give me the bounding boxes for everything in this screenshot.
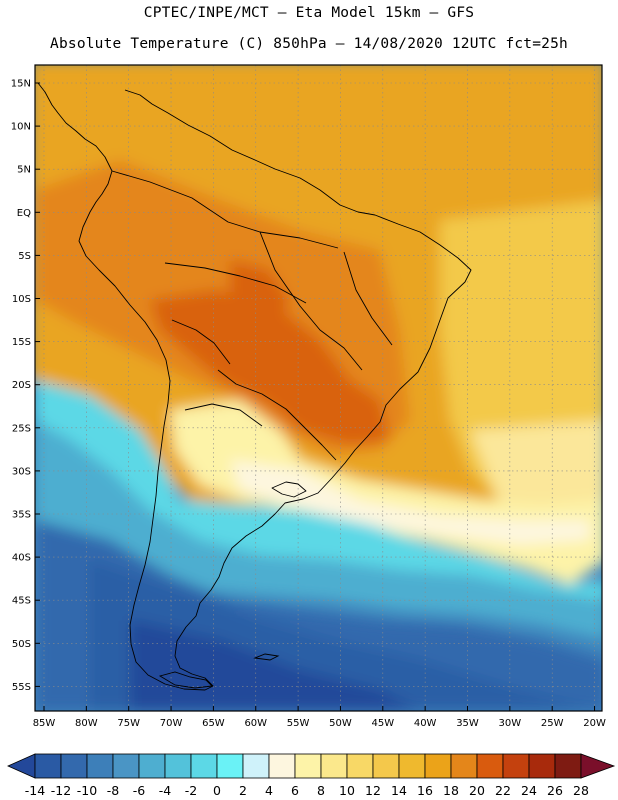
colorbar-cell xyxy=(502,753,530,779)
colorbar-cell xyxy=(216,753,244,779)
colorbar-tick-label: 22 xyxy=(495,783,511,798)
colorbar-cell xyxy=(268,753,296,779)
colorbar-cell xyxy=(112,753,140,779)
colorbar-tick-label: -14 xyxy=(25,783,45,798)
colorbar-cell xyxy=(190,753,218,779)
colorbar-tick-label: 0 xyxy=(213,783,221,798)
colorbar-cell xyxy=(398,753,426,779)
lon-label: 45W xyxy=(371,718,394,729)
colorbar-tick-label: 16 xyxy=(417,783,433,798)
colorbar-cell xyxy=(476,753,504,779)
longitude-labels: 85W 80W 75W 70W 65W 60W 55W 50W 45W 40W 35W 30W 25W 2… xyxy=(33,706,606,729)
colorbar-tick-label: -12 xyxy=(51,783,71,798)
lon-label: 55W xyxy=(287,718,310,729)
colorbar-tick-label: 24 xyxy=(521,783,537,798)
lon-label: 85W xyxy=(33,718,56,729)
colorbar-cell xyxy=(372,753,400,779)
lat-lon-grid xyxy=(35,65,602,711)
title-line-2: Absolute Temperature (C) 850hPa – 14/08/… xyxy=(50,36,568,52)
colorbar-cell xyxy=(242,753,270,779)
lat-label: 10N xyxy=(11,122,31,133)
lat-label: 15S xyxy=(12,337,31,348)
lat-label: 55S xyxy=(12,682,31,693)
lat-label: 10S xyxy=(12,294,31,305)
tierra-del-fuego xyxy=(158,653,280,689)
lon-label: 30W xyxy=(499,718,522,729)
colorbar-cell xyxy=(164,753,192,779)
lon-label: 25W xyxy=(541,718,564,729)
lat-label: 5S xyxy=(18,251,31,262)
lat-label: EQ xyxy=(17,208,31,219)
colorbar-tick-label: 4 xyxy=(265,783,273,798)
colorbar-cell xyxy=(320,753,348,779)
colorbar-cell xyxy=(86,753,114,779)
lat-label: 20S xyxy=(12,380,31,391)
map-frame xyxy=(34,64,603,712)
colorbar-tick-label: -8 xyxy=(107,783,120,798)
title-line-1: CPTEC/INPE/MCT – Eta Model 15km – GFS xyxy=(143,5,475,21)
colorbar-tick-label: 20 xyxy=(469,783,485,798)
colorbar-cell xyxy=(554,753,582,779)
lat-label: 5N xyxy=(17,165,31,176)
lon-label: 60W xyxy=(244,718,267,729)
colorbar-high-triangle xyxy=(580,753,616,779)
colorbar-tick-label: 2 xyxy=(239,783,247,798)
colorbar-cell xyxy=(60,753,88,779)
continent-outline xyxy=(37,82,472,691)
colorbar-tick-label: -2 xyxy=(185,783,197,798)
colorbar-cell xyxy=(450,753,478,779)
colorbar-tick-label: -10 xyxy=(77,783,97,798)
colorbar-cell xyxy=(138,753,166,779)
colorbar-cell xyxy=(528,753,556,779)
colorbar-tick-label: 18 xyxy=(443,783,459,798)
lon-label: 65W xyxy=(202,718,225,729)
colorbar-cell xyxy=(424,753,452,779)
latitude-labels: 15N 10N 5N EQ 5S 10S 15S 20S 25S 30S 35S 40S 45S 50S 5… xyxy=(11,79,40,693)
colorbar-tick-label: 28 xyxy=(573,783,589,798)
lat-label: 40S xyxy=(12,553,31,564)
colorbar-tick-label: 12 xyxy=(365,783,381,798)
lat-label: 45S xyxy=(12,596,31,607)
colorbar-low-triangle xyxy=(7,753,36,779)
colorbar-cell xyxy=(34,753,62,779)
lon-label: 20W xyxy=(583,718,606,729)
lon-label: 75W xyxy=(117,718,140,729)
lon-label: 50W xyxy=(329,718,352,729)
colorbar-cell xyxy=(294,753,322,779)
colorbar-tick-label: 6 xyxy=(291,783,299,798)
lon-label: 80W xyxy=(75,718,98,729)
colorbar-tick-label: 10 xyxy=(339,783,355,798)
temperature-field xyxy=(35,65,602,711)
colorbar-tick-label: -6 xyxy=(133,783,146,798)
lon-label: 70W xyxy=(160,718,183,729)
lat-label: 35S xyxy=(12,510,31,521)
lat-label: 50S xyxy=(12,639,31,650)
colorbar-tick-label: 14 xyxy=(391,783,407,798)
lat-label: 30S xyxy=(12,466,31,477)
colorbar-cell xyxy=(346,753,374,779)
lon-label: 40W xyxy=(414,718,437,729)
colorbar-tick-label: 26 xyxy=(547,783,563,798)
colorbar-tick-label: -4 xyxy=(159,783,172,798)
lon-label: 35W xyxy=(456,718,479,729)
colorbar-tick-label: 8 xyxy=(317,783,325,798)
lat-label: 25S xyxy=(12,423,31,434)
lat-label: 15N xyxy=(11,79,31,90)
